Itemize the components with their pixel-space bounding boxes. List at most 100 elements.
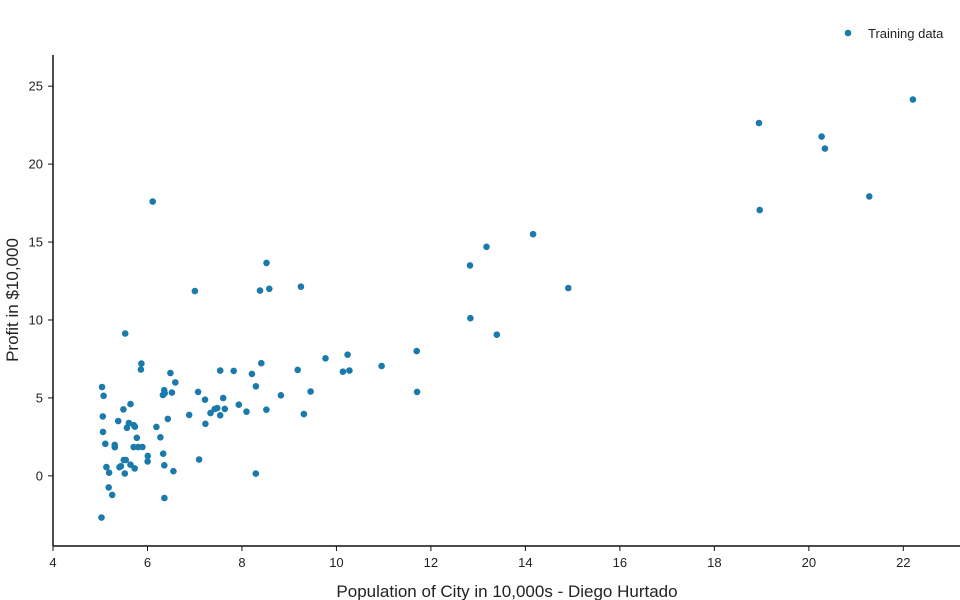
data-point <box>221 405 229 413</box>
data-point <box>277 392 285 399</box>
data-point <box>216 412 224 419</box>
data-point <box>300 410 308 418</box>
data-point <box>105 469 113 477</box>
data-point <box>108 491 116 499</box>
data-point <box>161 462 168 469</box>
data-point <box>167 369 174 377</box>
y-ticks: 0 5 10 15 20 25 <box>29 79 53 483</box>
data-point <box>565 284 572 292</box>
y-tick-label: 15 <box>29 235 43 250</box>
x-axis-title: Population of City in 10,000s - Diego Hu… <box>336 582 677 600</box>
data-points <box>98 96 917 521</box>
data-point <box>137 366 145 373</box>
data-point <box>216 367 224 374</box>
data-point <box>219 394 227 402</box>
x-ticks: 4 6 8 10 12 14 16 18 20 22 <box>49 546 911 570</box>
x-tick-label: 16 <box>613 555 627 570</box>
data-point <box>529 230 537 238</box>
data-point <box>105 484 112 491</box>
x-tick-label: 6 <box>144 555 151 570</box>
data-point <box>493 331 501 339</box>
data-point <box>818 133 825 140</box>
data-point <box>117 462 125 470</box>
data-point <box>344 351 351 359</box>
data-point <box>235 401 243 409</box>
data-point <box>266 285 273 293</box>
data-point <box>130 443 137 451</box>
data-point <box>243 408 250 416</box>
data-point <box>191 287 199 295</box>
data-point <box>294 366 302 374</box>
data-point <box>98 383 106 391</box>
data-point <box>211 405 218 413</box>
data-point <box>322 355 329 362</box>
data-point <box>160 386 168 394</box>
x-tick-label: 10 <box>329 555 343 570</box>
data-point <box>149 198 156 205</box>
data-point <box>821 145 829 152</box>
data-point <box>120 406 127 413</box>
x-tick-label: 20 <box>802 555 816 570</box>
data-point <box>103 463 110 471</box>
data-point <box>230 367 237 375</box>
data-point <box>172 379 179 386</box>
data-point <box>111 441 118 449</box>
data-point <box>252 383 260 390</box>
data-point <box>114 417 122 425</box>
data-point <box>207 409 214 417</box>
x-tick-label: 14 <box>518 555 532 570</box>
data-point <box>98 514 105 521</box>
data-point <box>121 330 129 337</box>
y-tick-label: 10 <box>29 312 43 327</box>
data-point <box>185 411 193 419</box>
y-tick-label: 20 <box>29 157 43 172</box>
data-point <box>755 119 763 127</box>
data-point <box>131 465 138 472</box>
data-point <box>467 314 474 322</box>
data-point <box>99 413 107 420</box>
data-point <box>378 362 385 370</box>
y-tick-label: 5 <box>36 390 43 405</box>
x-tick-label: 4 <box>49 555 56 570</box>
data-point <box>168 389 176 396</box>
data-point <box>157 434 164 441</box>
data-point <box>346 367 353 374</box>
data-point <box>202 420 209 428</box>
data-point <box>125 419 133 427</box>
data-point <box>170 467 177 475</box>
legend: Training data <box>844 26 944 41</box>
data-point <box>252 470 260 477</box>
data-point <box>466 262 474 269</box>
data-point <box>121 470 129 477</box>
data-point <box>256 287 264 294</box>
x-tick-label: 12 <box>424 555 438 570</box>
data-point <box>263 259 270 267</box>
data-point <box>161 494 168 502</box>
legend-marker <box>844 29 852 37</box>
data-point <box>756 206 763 214</box>
data-point <box>120 456 128 464</box>
data-point <box>127 400 134 408</box>
y-axis-title: Profit in $10,000 <box>3 238 22 362</box>
data-point <box>866 193 873 200</box>
data-point <box>100 392 107 400</box>
data-point <box>131 423 139 431</box>
data-point <box>153 423 160 431</box>
y-tick-label: 25 <box>29 79 43 94</box>
data-point <box>297 283 305 291</box>
data-point <box>164 415 172 423</box>
data-point <box>339 368 347 376</box>
data-point <box>144 458 151 465</box>
data-point <box>138 360 145 367</box>
data-point <box>99 428 107 436</box>
axes: 4 6 8 10 12 14 16 18 20 22 0 5 10 15 20 25 <box>29 55 960 570</box>
data-point <box>194 388 202 396</box>
data-point <box>248 370 256 378</box>
data-point <box>263 406 270 414</box>
x-tick-label: 22 <box>896 555 910 570</box>
data-point <box>102 440 109 448</box>
data-point <box>413 347 421 355</box>
x-tick-label: 8 <box>238 555 245 570</box>
data-point <box>144 452 152 460</box>
